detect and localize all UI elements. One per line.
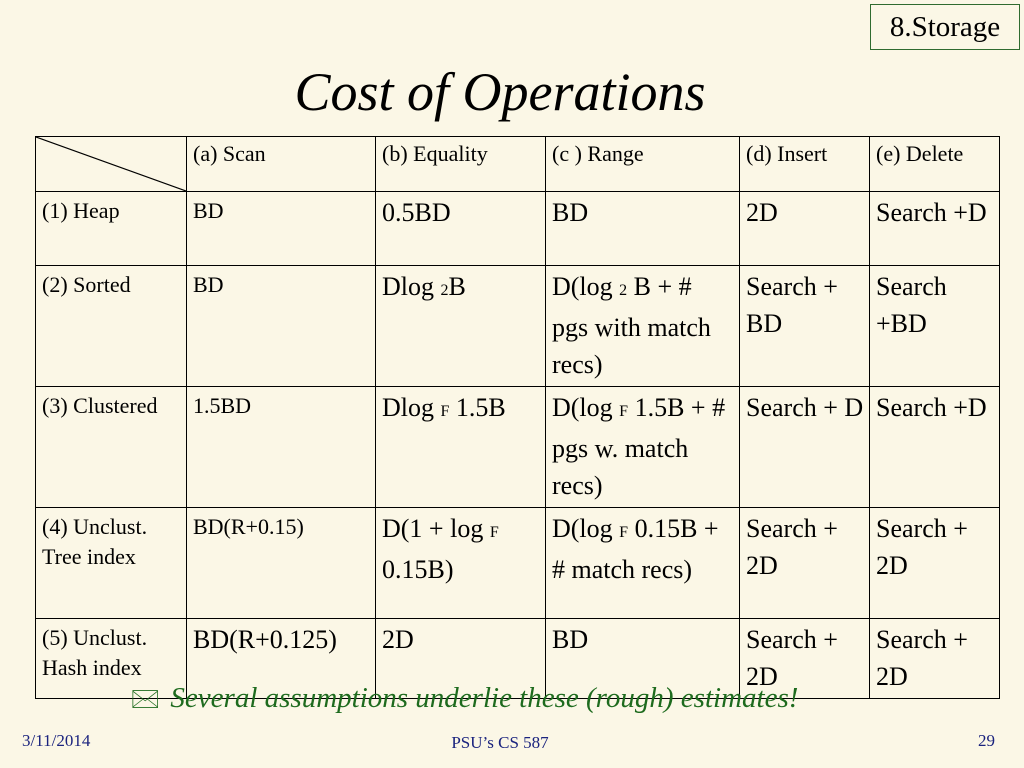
diagonal-divider-icon [36,137,186,191]
cell-range: BD [545,618,740,699]
table-row: (3) Clustered 1.5BD Dlog F 1.5B D(log F … [35,386,1000,508]
cell-range: BD [545,191,740,266]
cell-scan: BD [186,191,376,266]
cell-delete: Search + 2D [869,507,1000,619]
cell-equality: 2D [375,618,546,699]
table-header-row: (a) Scan (b) Equality (c ) Range (d) Ins… [35,136,1000,192]
cell-scan: BD(R+0.15) [186,507,376,619]
cell-equality: D(1 + log F 0.15B) [375,507,546,619]
cell-equality: 0.5BD [375,191,546,266]
cell-delete: Search + 2D [869,618,1000,699]
table-row: (2) Sorted BD Dlog 2B D(log 2 B + # pgs … [35,265,1000,387]
row-label: (5) Unclust. Hash index [35,618,187,699]
cell-delete: Search +D [869,386,1000,508]
footer-date: 3/11/2014 [22,731,91,750]
cell-insert: 2D [739,191,870,266]
slide-title: Cost of Operations [294,62,706,122]
cell-delete: Search +BD [869,265,1000,387]
cell-delete: Search +D [869,191,1000,266]
row-label: (1) Heap [35,191,187,266]
cell-insert: Search + 2D [739,618,870,699]
cell-scan: BD(R+0.125) [186,618,376,699]
header-corner-cell [35,136,187,192]
cell-insert: Search + 2D [739,507,870,619]
assumptions-note: 🖂 Several assumptions underlie these (rou… [130,680,1010,717]
col-header-equality: (b) Equality [375,136,546,192]
cell-range: D(log F 1.5B + # pgs w. match recs) [545,386,740,508]
row-label: (3) Clustered [35,386,187,508]
footer-course: PSU’s CS 587 [451,733,549,752]
col-header-scan: (a) Scan [186,136,376,192]
cell-range: D(log 2 B + # pgs with match recs) [545,265,740,387]
table-row: (5) Unclust. Hash index BD(R+0.125) 2D B… [35,618,1000,699]
cell-scan: BD [186,265,376,387]
cell-equality: Dlog F 1.5B [375,386,546,508]
cell-scan: 1.5BD [186,386,376,508]
cell-insert: Search + D [739,386,870,508]
row-label: (4) Unclust. Tree index [35,507,187,619]
note-text: Several assumptions underlie these (roug… [170,682,799,714]
table-row: (1) Heap BD 0.5BD BD 2D Search +D [35,191,1000,266]
cost-table: (a) Scan (b) Equality (c ) Range (d) Ins… [35,136,1000,699]
footer-page-number: 29 [978,731,995,750]
cell-range: D(log F 0.15B + # match recs) [545,507,740,619]
envelope-icon: 🖂 [130,684,161,713]
cell-insert: Search + BD [739,265,870,387]
row-label: (2) Sorted [35,265,187,387]
cell-equality: Dlog 2B [375,265,546,387]
col-header-delete: (e) Delete [869,136,1000,192]
table-row: (4) Unclust. Tree index BD(R+0.15) D(1 +… [35,507,1000,619]
col-header-range: (c ) Range [545,136,740,192]
col-header-insert: (d) Insert [739,136,870,192]
section-badge: 8.Storage [870,4,1020,50]
